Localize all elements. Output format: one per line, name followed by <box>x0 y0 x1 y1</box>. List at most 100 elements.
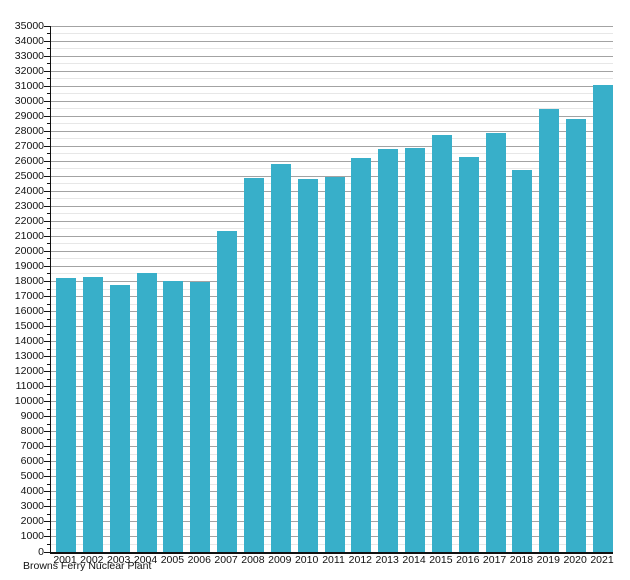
y-tick-label-7000: 7000 <box>20 440 44 453</box>
y-tick-label-4000: 4000 <box>20 485 44 498</box>
minor-gridline-25500 <box>51 168 613 170</box>
x-tick-label-2019: 2019 <box>536 554 560 566</box>
y-tick-label-9000: 9000 <box>20 410 44 423</box>
y-minor-tick-24500 <box>47 183 50 185</box>
y-major-tick-1000 <box>44 536 50 538</box>
y-minor-tick-12500 <box>47 363 50 365</box>
y-minor-tick-4500 <box>47 483 50 485</box>
y-minor-tick-17500 <box>47 288 50 290</box>
y-major-tick-22000 <box>44 220 50 222</box>
y-major-tick-7000 <box>44 446 50 448</box>
y-tick-label-29000: 29000 <box>14 109 44 122</box>
bar-2009 <box>270 164 291 552</box>
y-minor-tick-6500 <box>47 453 50 455</box>
bar-2001 <box>56 278 76 552</box>
minor-gridline-27500 <box>51 138 613 140</box>
x-tick-label-2010: 2010 <box>294 554 319 566</box>
x-tick-label-2011: 2011 <box>322 554 345 566</box>
y-major-tick-13000 <box>44 356 50 358</box>
y-minor-tick-500 <box>47 544 50 545</box>
minor-gridline-32500 <box>51 63 613 65</box>
y-tick-label-19000: 19000 <box>14 259 44 272</box>
y-tick-label-20000: 20000 <box>14 244 44 257</box>
y-tick-label-2000: 2000 <box>20 515 44 528</box>
y-minor-tick-16500 <box>47 303 50 305</box>
y-minor-tick-34500 <box>47 33 50 35</box>
y-major-tick-30000 <box>44 100 50 102</box>
bar-2012 <box>351 158 372 552</box>
x-tick-label-2004: 2004 <box>133 554 158 566</box>
x-tick-label-2009: 2009 <box>268 554 292 566</box>
y-major-tick-12000 <box>44 371 50 373</box>
y-tick-label-26000: 26000 <box>14 154 44 167</box>
minor-gridline-31500 <box>51 78 613 80</box>
y-minor-tick-7500 <box>47 438 50 440</box>
bar-2002 <box>82 276 103 552</box>
y-minor-tick-28500 <box>47 123 50 125</box>
y-major-tick-27000 <box>44 145 50 147</box>
y-tick-label-35000: 35000 <box>14 19 44 32</box>
y-major-tick-2000 <box>44 521 50 523</box>
y-major-tick-9000 <box>44 416 50 418</box>
y-major-tick-33000 <box>44 55 50 57</box>
x-tick-label-2005: 2005 <box>160 554 185 566</box>
y-minor-tick-20500 <box>47 243 50 245</box>
x-tick-label-2001: 2001 <box>53 554 77 566</box>
bar-2013 <box>378 149 399 552</box>
bar-2021 <box>593 84 613 552</box>
y-minor-tick-9500 <box>47 408 50 410</box>
y-major-tick-3000 <box>44 506 50 508</box>
minor-gridline-29500 <box>51 108 613 110</box>
y-major-tick-21000 <box>44 235 50 237</box>
y-tick-label-22000: 22000 <box>14 214 44 227</box>
major-gridline-30000 <box>51 100 613 102</box>
y-minor-tick-30500 <box>47 93 50 95</box>
y-major-tick-15000 <box>44 326 50 328</box>
minor-gridline-34500 <box>51 33 613 35</box>
y-major-tick-19000 <box>44 265 50 267</box>
y-tick-label-13000: 13000 <box>14 350 44 363</box>
major-gridline-25000 <box>51 175 613 177</box>
plot-area <box>44 25 613 554</box>
x-tick-label-2016: 2016 <box>456 554 480 566</box>
y-minor-tick-32500 <box>47 63 50 65</box>
x-tick-label-2014: 2014 <box>402 554 426 566</box>
y-major-tick-17000 <box>44 296 50 298</box>
y-minor-tick-23500 <box>47 198 50 200</box>
y-major-tick-8000 <box>44 431 50 433</box>
y-tick-label-0: 0 <box>38 545 44 558</box>
y-tick-label-25000: 25000 <box>14 169 44 182</box>
bar-2006 <box>190 282 211 552</box>
y-major-tick-0 <box>44 551 50 553</box>
y-tick-label-30000: 30000 <box>14 94 44 107</box>
y-minor-tick-2500 <box>47 513 50 515</box>
y-major-tick-29000 <box>44 115 50 117</box>
major-gridline-27000 <box>51 145 613 147</box>
x-tick-label-2013: 2013 <box>375 554 399 566</box>
y-minor-tick-13500 <box>47 348 50 350</box>
y-tick-label-1000: 1000 <box>20 530 44 543</box>
x-tick-label-2021: 2021 <box>590 554 614 566</box>
major-gridline-28000 <box>51 130 613 132</box>
y-major-tick-4000 <box>44 491 50 493</box>
y-tick-label-15000: 15000 <box>14 320 44 333</box>
y-minor-tick-14500 <box>47 333 50 335</box>
y-major-tick-11000 <box>44 386 50 388</box>
y-minor-tick-10500 <box>47 393 50 395</box>
y-tick-label-24000: 24000 <box>14 184 44 197</box>
bar-2015 <box>431 134 452 552</box>
major-gridline-29000 <box>51 115 613 117</box>
y-major-tick-32000 <box>44 70 50 72</box>
y-minor-tick-31500 <box>47 78 50 80</box>
x-tick-label-2017: 2017 <box>482 554 507 566</box>
x-tick-label-2006: 2006 <box>187 554 211 566</box>
y-tick-label-16000: 16000 <box>14 305 44 318</box>
x-tick-label-2002: 2002 <box>80 554 104 566</box>
y-tick-label-18000: 18000 <box>14 274 44 287</box>
y-minor-tick-3500 <box>47 498 50 500</box>
y-tick-label-10000: 10000 <box>14 395 44 408</box>
y-tick-label-8000: 8000 <box>20 425 44 438</box>
minor-gridline-30500 <box>51 93 613 95</box>
y-minor-tick-19500 <box>47 258 50 260</box>
